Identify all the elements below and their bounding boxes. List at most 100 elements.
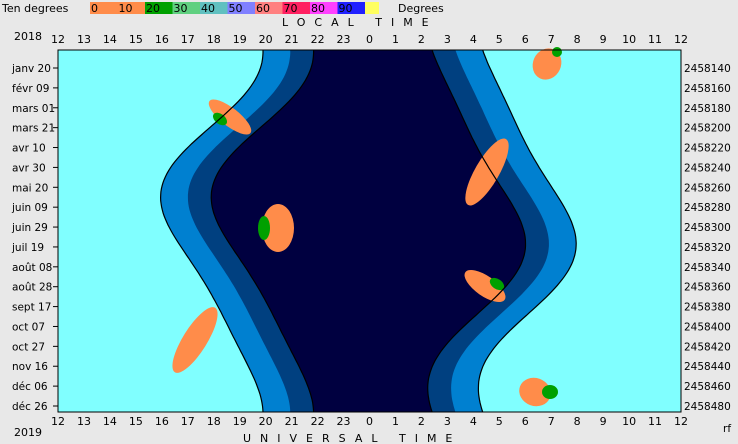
top-hour-tick: 7	[548, 33, 555, 46]
legend-swatch-40	[200, 2, 228, 14]
date-axis: janv 20 févr 09 mars 01 mars 21 avr 10 avr 30…	[11, 63, 58, 413]
top-hour-tick: 5	[496, 33, 503, 46]
boundary-curve-3	[427, 49, 527, 413]
date-tick-label: août 08	[12, 262, 52, 274]
date-tick-label: nov 16	[12, 361, 48, 373]
bottom-hour-tick: 21	[285, 415, 299, 428]
legend-swatch-10	[117, 2, 145, 14]
julian-day-tick-label: 2458440	[684, 361, 731, 373]
top-hour-tick: 1	[392, 33, 399, 46]
bottom-hour-tick: 23	[337, 415, 351, 428]
bottom-hour-tick: 6	[522, 415, 529, 428]
top-hour-tick: 17	[181, 33, 195, 46]
bottom-hour-tick: 18	[207, 415, 221, 428]
sun-mark-green	[258, 216, 270, 240]
legend-label-40: 40	[201, 2, 215, 15]
julian-day-tick-label: 2458460	[684, 381, 731, 393]
top-hour-tick: 18	[207, 33, 221, 46]
bottom-hour-tick: 19	[233, 415, 247, 428]
julian-day-tick-label: 2458420	[684, 341, 731, 353]
sun-mark-orange	[262, 204, 294, 252]
top-hour-tick: 4	[470, 33, 477, 46]
sun-mark-orange	[208, 99, 252, 135]
top-hour-tick: 12	[674, 33, 688, 46]
julian-day-tick-label: 2458340	[684, 262, 731, 274]
bottom-hour-tick: 10	[622, 415, 636, 428]
julian-day-tick-label: 2458220	[684, 143, 731, 155]
year-bottom: 2019	[14, 426, 42, 439]
sun-mark-orange	[532, 48, 562, 80]
date-tick-label: août 28	[12, 282, 52, 294]
legend-swatch-70	[282, 2, 310, 14]
bottom-hour-tick: 0	[366, 415, 373, 428]
bottom-hour-tick: 8	[574, 415, 581, 428]
julian-day-tick-label: 2458300	[684, 222, 731, 234]
bottom-hour-tick: 12	[674, 415, 688, 428]
night-region	[211, 50, 526, 412]
julian-day-tick-label: 2458200	[684, 123, 731, 135]
date-tick-label: mai 20	[12, 182, 48, 194]
date-tick-label: avr 30	[12, 162, 46, 174]
bottom-hour-axis: 12 13 14 15 16 17 18 19 20 21 22 23 0 1 2 3 4 5 6 7 8 9 10 11 12	[51, 415, 688, 428]
legend-label-60: 60	[256, 2, 270, 15]
bottom-hour-tick: 15	[129, 415, 143, 428]
top-hour-tick: 3	[444, 33, 451, 46]
date-tick-label: mars 21	[12, 123, 55, 135]
top-hour-axis: 12 13 14 15 16 17 18 19 20 21 22 23 0 1 2 3 4 5 6 7 8 9 10 11 12	[51, 33, 688, 46]
sun-mark-green	[552, 47, 562, 57]
legend-swatch-50	[227, 2, 255, 14]
julian-day-tick-label: 2458380	[684, 302, 731, 314]
legend-label-20: 20	[146, 2, 160, 15]
bottom-hour-tick: 3	[444, 415, 451, 428]
date-tick-label: déc 06	[12, 381, 48, 393]
bottom-hour-tick: 13	[77, 415, 91, 428]
top-hour-tick: 15	[129, 33, 143, 46]
legend-swatch-20	[145, 2, 173, 14]
legend-label-0: 0	[91, 2, 98, 15]
date-tick-label: sept 17	[12, 302, 51, 314]
julian-day-tick-label: 2458360	[684, 282, 731, 294]
julian-day-tick-label: 2458240	[684, 162, 731, 174]
bottom-hour-tick: 11	[648, 415, 662, 428]
top-hour-tick: 11	[648, 33, 662, 46]
sun-mark-orange	[519, 377, 551, 407]
top-hour-tick: 8	[574, 33, 581, 46]
top-hour-tick: 9	[600, 33, 607, 46]
date-tick-label: oct 27	[12, 341, 45, 353]
boundary-curve-2	[210, 50, 315, 413]
legend-swatch-80	[310, 2, 338, 14]
julian-day-axis: 2458140 2458160 2458180 2458200 2458220 24582…	[684, 63, 731, 413]
date-tick-label: déc 26	[12, 401, 48, 413]
legend-label-30: 30	[174, 2, 188, 15]
julian-day-tick-label: 2458180	[684, 103, 731, 115]
boundary-curve-1	[477, 49, 577, 413]
julian-day-tick-label: 2458480	[684, 401, 731, 413]
legend-label-50: 50	[229, 2, 243, 15]
top-hour-tick: 10	[622, 33, 636, 46]
julian-day-tick-label: 2458160	[684, 83, 731, 95]
legend-label-10: 10	[119, 2, 133, 15]
bottom-hour-tick: 7	[548, 415, 555, 428]
sun-mark-orange	[465, 138, 509, 206]
date-tick-label: mars 01	[12, 103, 55, 115]
top-hour-tick: 23	[337, 33, 351, 46]
legend-label-80: 80	[311, 2, 325, 15]
top-hour-tick: 19	[233, 33, 247, 46]
top-hour-tick: 0	[366, 33, 373, 46]
top-hour-tick: 14	[103, 33, 117, 46]
julian-day-tick-label: 2458320	[684, 242, 731, 254]
legend-swatch-60	[255, 2, 283, 14]
plot-area	[57, 47, 682, 413]
legend-suffix: Degrees	[398, 2, 444, 15]
date-tick-label: juin 09	[11, 202, 48, 214]
bottom-hour-tick: 14	[103, 415, 117, 428]
bottom-hour-tick: 12	[51, 415, 65, 428]
top-hour-tick: 2	[418, 33, 425, 46]
legend-label-70: 70	[284, 2, 298, 15]
sun-mark-green	[489, 277, 505, 291]
sun-mark-orange	[172, 307, 218, 373]
date-tick-label: juin 29	[11, 222, 48, 234]
date-tick-label: janv 20	[11, 63, 51, 75]
plot-frame	[57, 49, 682, 413]
